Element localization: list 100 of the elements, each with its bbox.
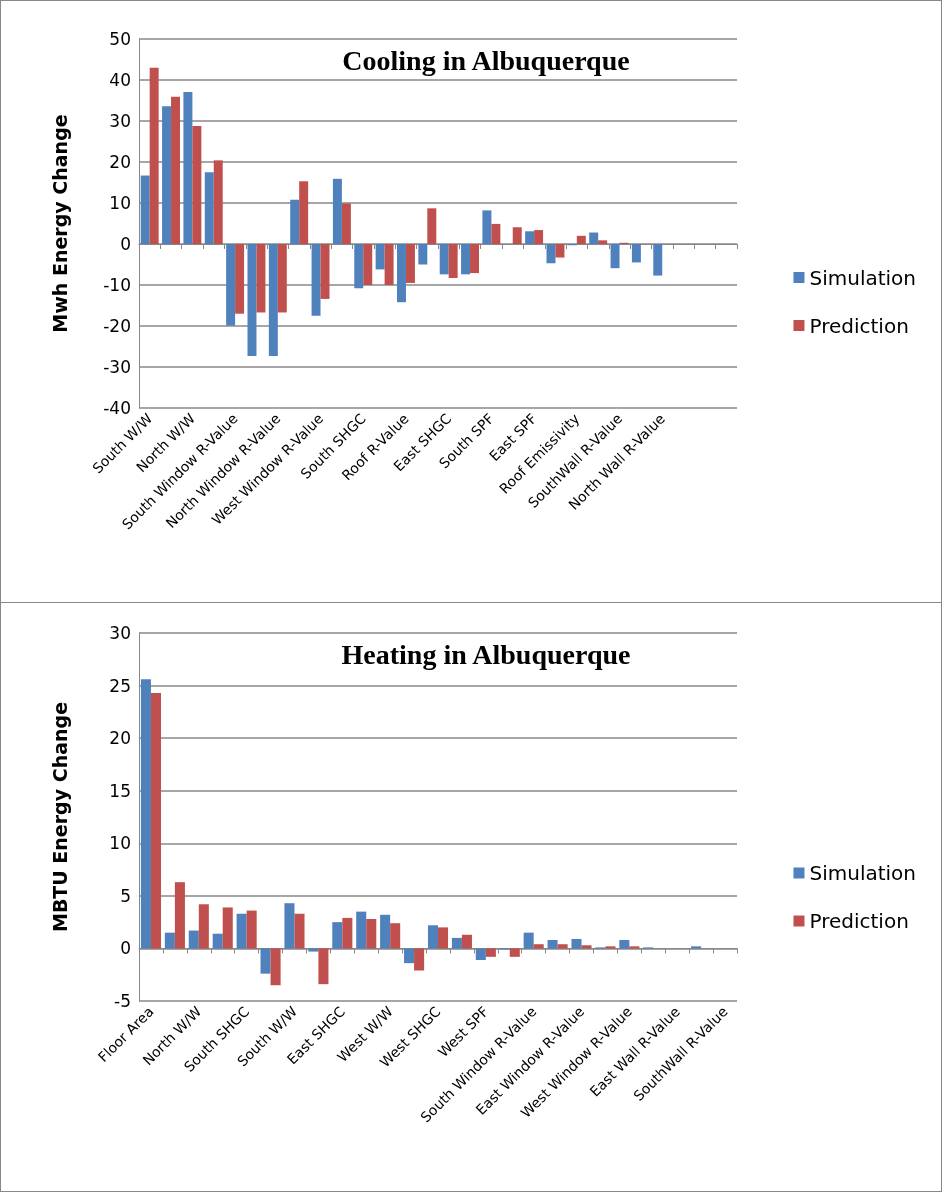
y-tick-label: 15 — [109, 780, 131, 801]
y-tick-label: -5 — [114, 991, 131, 1011]
bar — [164, 932, 175, 949]
bar — [235, 244, 245, 314]
bar — [183, 91, 193, 244]
bar — [171, 96, 181, 244]
bar — [308, 948, 319, 952]
bar — [332, 178, 342, 244]
bar — [192, 125, 202, 244]
legend-label: Simulation — [809, 265, 917, 290]
bar — [390, 923, 401, 949]
bar — [366, 918, 377, 949]
bar — [598, 240, 608, 244]
chart-title: Heating in Albuquerque — [341, 638, 631, 670]
bar — [246, 910, 257, 949]
bar — [414, 948, 425, 971]
bar — [247, 244, 257, 356]
bar — [162, 106, 172, 244]
y-tick-label: 30 — [109, 623, 131, 643]
bar — [204, 172, 214, 244]
bar — [631, 244, 641, 263]
bar — [461, 934, 472, 949]
bar — [610, 244, 620, 269]
bar — [557, 944, 568, 949]
bar — [576, 235, 586, 244]
bar — [448, 244, 458, 279]
y-tick-label: 0 — [120, 234, 131, 254]
bar — [509, 948, 520, 957]
bar — [523, 932, 534, 949]
bar — [525, 231, 535, 244]
bar — [491, 223, 501, 244]
bar — [150, 692, 162, 949]
bar — [341, 203, 351, 244]
bar — [438, 927, 449, 949]
y-tick-label: -40 — [103, 398, 131, 418]
y-axis-title: MBTU Energy Change — [48, 701, 71, 933]
bar — [605, 946, 616, 949]
bar — [226, 244, 236, 326]
bar — [470, 244, 480, 274]
bar — [236, 913, 247, 949]
bar — [260, 948, 271, 974]
bar — [512, 227, 522, 244]
y-tick-label: 20 — [109, 728, 131, 749]
bar — [418, 244, 428, 265]
legend-label: Prediction — [809, 313, 909, 338]
y-tick-label: 10 — [109, 833, 131, 854]
bar — [213, 160, 223, 244]
bar — [270, 948, 281, 986]
bar — [356, 911, 367, 949]
bar — [284, 903, 295, 949]
bar — [547, 940, 558, 949]
bar — [485, 948, 496, 957]
y-tick-label: 50 — [109, 29, 131, 49]
bar — [653, 244, 663, 276]
bar — [380, 914, 391, 949]
y-tick-label: 10 — [109, 193, 131, 213]
bar — [451, 937, 462, 949]
bar — [555, 244, 565, 258]
bar — [404, 948, 415, 964]
bar — [384, 244, 394, 285]
bar — [212, 933, 223, 949]
bar — [629, 946, 640, 949]
bar — [546, 244, 556, 264]
bar — [396, 244, 406, 303]
y-tick-label: -10 — [103, 275, 131, 295]
bar — [318, 948, 329, 985]
bar — [354, 244, 364, 289]
y-tick-label: 20 — [109, 152, 131, 172]
bar — [140, 679, 151, 949]
bar — [533, 944, 544, 949]
chart-title: Cooling in Albuquerque — [342, 44, 630, 76]
bar — [140, 175, 150, 244]
y-tick-label: -20 — [103, 316, 131, 336]
bar — [198, 904, 209, 949]
bar — [619, 940, 630, 949]
bar — [439, 244, 449, 275]
bar — [363, 244, 373, 285]
bar — [149, 67, 159, 244]
bar — [294, 913, 305, 949]
bar — [256, 244, 266, 313]
bar — [268, 244, 278, 356]
bar — [222, 907, 233, 949]
bar — [461, 244, 471, 275]
bar — [332, 922, 343, 949]
y-tick-label: 25 — [109, 675, 131, 696]
bar — [290, 199, 300, 244]
bar — [299, 181, 309, 244]
y-tick-label: -30 — [103, 357, 131, 377]
bar — [375, 244, 385, 270]
bar — [188, 930, 199, 949]
bar — [311, 244, 321, 316]
bar — [482, 210, 492, 244]
bar — [581, 945, 592, 949]
bar — [475, 948, 486, 960]
bar — [342, 917, 353, 949]
y-tick-label: 0 — [120, 938, 131, 959]
bar — [691, 946, 702, 949]
bar — [571, 938, 582, 949]
y-axis-title: Mwh Energy Change — [48, 114, 71, 333]
y-tick-label: 40 — [109, 70, 131, 90]
